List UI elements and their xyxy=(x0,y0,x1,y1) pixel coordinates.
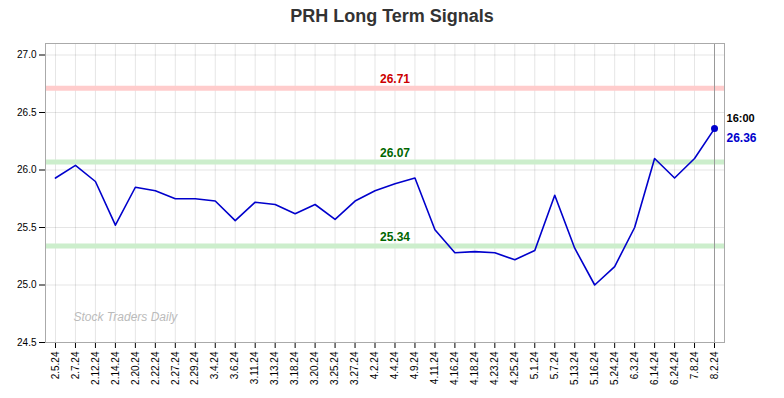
svg-text:4.2.24: 4.2.24 xyxy=(369,351,380,379)
svg-text:26.36: 26.36 xyxy=(727,131,757,145)
svg-text:4.11.24: 4.11.24 xyxy=(429,351,440,384)
svg-text:26.5: 26.5 xyxy=(17,107,37,118)
svg-text:4.16.24: 4.16.24 xyxy=(449,351,460,385)
svg-text:2.14.24: 2.14.24 xyxy=(110,351,121,385)
svg-text:4.18.24: 4.18.24 xyxy=(469,351,480,385)
svg-text:2.29.24: 2.29.24 xyxy=(189,351,200,385)
svg-text:26.0: 26.0 xyxy=(17,164,37,175)
svg-text:3.20.24: 3.20.24 xyxy=(309,351,320,385)
svg-text:16:00: 16:00 xyxy=(727,112,755,124)
svg-text:3.25.24: 3.25.24 xyxy=(329,351,340,385)
svg-text:2.22.24: 2.22.24 xyxy=(150,351,161,385)
svg-text:2.12.24: 2.12.24 xyxy=(90,351,101,385)
svg-text:26.07: 26.07 xyxy=(380,146,410,160)
svg-text:4.23.24: 4.23.24 xyxy=(489,351,500,385)
html-text:PRH Long Term Signals: PRH Long Term Signals xyxy=(290,6,494,26)
svg-text:27.0: 27.0 xyxy=(17,49,37,60)
svg-text:2.7.24: 2.7.24 xyxy=(70,351,81,379)
svg-text:6.14.24: 6.14.24 xyxy=(649,351,660,385)
svg-text:8.2.24: 8.2.24 xyxy=(709,351,720,379)
svg-text:4.25.24: 4.25.24 xyxy=(509,351,520,385)
svg-text:6.3.24: 6.3.24 xyxy=(629,351,640,379)
svg-text:3.11.24: 3.11.24 xyxy=(249,351,260,384)
svg-text:2.20.24: 2.20.24 xyxy=(130,351,141,385)
svg-text:5.1.24: 5.1.24 xyxy=(529,351,540,379)
svg-text:7.8.24: 7.8.24 xyxy=(689,351,700,379)
svg-text:3.27.24: 3.27.24 xyxy=(349,351,360,385)
svg-text:5.16.24: 5.16.24 xyxy=(589,351,600,385)
svg-text:2.27.24: 2.27.24 xyxy=(170,351,181,385)
svg-text:25.0: 25.0 xyxy=(17,279,37,290)
svg-text:3.6.24: 3.6.24 xyxy=(229,351,240,379)
svg-text:Stock Traders Daily: Stock Traders Daily xyxy=(74,310,179,324)
svg-text:25.5: 25.5 xyxy=(17,222,37,233)
svg-text:25.34: 25.34 xyxy=(380,230,410,244)
svg-text:3.13.24: 3.13.24 xyxy=(269,351,280,385)
svg-text:4.4.24: 4.4.24 xyxy=(389,351,400,379)
svg-text:6.24.24: 6.24.24 xyxy=(669,351,680,385)
svg-text:4.9.24: 4.9.24 xyxy=(409,351,420,379)
svg-text:2.5.24: 2.5.24 xyxy=(50,351,61,379)
svg-text:3.18.24: 3.18.24 xyxy=(289,351,300,385)
svg-text:24.5: 24.5 xyxy=(17,337,37,348)
svg-text:26.71: 26.71 xyxy=(380,72,410,86)
svg-text:5.7.24: 5.7.24 xyxy=(549,351,560,379)
svg-text:3.4.24: 3.4.24 xyxy=(209,351,220,379)
svg-text:5.13.24: 5.13.24 xyxy=(569,351,580,385)
svg-text:5.24.24: 5.24.24 xyxy=(609,351,620,385)
